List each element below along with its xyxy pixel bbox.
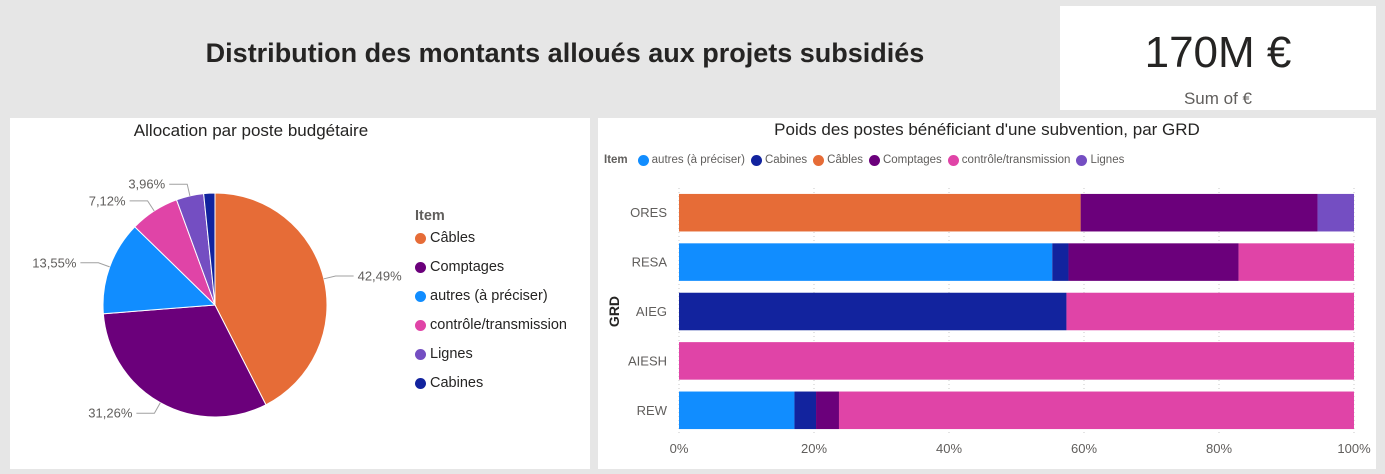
pie-legend-title: Item xyxy=(415,208,445,224)
pie-slice-cabines[interactable] xyxy=(203,192,216,306)
bar-legend-title: Item xyxy=(604,154,628,166)
pie-data-label-lignes: 3,96% xyxy=(128,177,165,192)
x-tick-label: 80% xyxy=(1206,441,1232,456)
pie-chart-panel[interactable]: Allocation par poste budgétaire 42,49% 31… xyxy=(10,118,590,469)
pie-chart[interactable]: 42,49% 31,26% 13,55% 7,12%3,96% xyxy=(10,118,590,469)
x-tick-label: 40% xyxy=(936,441,962,456)
bar-legend-item-cables[interactable]: Câbles xyxy=(813,154,863,166)
y-tick-label: REW xyxy=(637,403,668,418)
legend-label: Comptages xyxy=(882,154,942,166)
bar-chart-panel[interactable]: Poids des postes bénéficiant d'une subve… xyxy=(598,118,1376,469)
legend-dot-icon xyxy=(750,154,762,166)
y-tick-label: AIESH xyxy=(628,353,667,368)
bar-legend-item-lignes[interactable]: Lignes xyxy=(1076,154,1124,166)
bar-segment-rew-autres-a-preciser[interactable] xyxy=(679,391,795,430)
legend-dot-icon xyxy=(868,154,880,166)
y-axis-title: GRD xyxy=(606,296,622,327)
pie-leader-comptages xyxy=(136,402,161,414)
pie-legend-item-cables[interactable]: Câbles xyxy=(415,230,567,259)
pie-data-label-autres-a-preciser: 13,55% xyxy=(32,255,77,270)
kpi-card[interactable]: 170M € Sum of € xyxy=(1060,6,1376,110)
legend-label: Lignes xyxy=(1090,154,1125,166)
bar-segment-rew-controle-transmission[interactable] xyxy=(838,391,1354,430)
x-tick-label: 100% xyxy=(1337,441,1371,456)
x-tick-label: 20% xyxy=(801,441,827,456)
pie-data-label-comptages: 31,26% xyxy=(88,406,133,421)
bar-legend-item-comptages[interactable]: Comptages xyxy=(868,154,942,166)
bar-segment-rew-cabines[interactable] xyxy=(794,391,817,430)
pie-legend-item-controle-transmission[interactable]: contrôle/transmission xyxy=(415,317,567,346)
pie-leader-lignes xyxy=(169,183,191,197)
y-tick-label: ORES xyxy=(630,205,667,220)
bar-legend-item-autres-a-preciser[interactable]: autres (à préciser) xyxy=(637,154,745,166)
legend-dot-icon xyxy=(415,291,426,302)
legend-dot-icon xyxy=(813,154,825,166)
pie-legend-item-comptages[interactable]: Comptages xyxy=(415,259,567,288)
legend-dot-icon xyxy=(415,262,426,273)
bar-chart[interactable]: 0% 20% 40% 60% 80% 100% ORES RESA AIEG AIESH REW GR… xyxy=(598,118,1376,469)
pie-legend: Item Câbles Comptages autres (à préciser) c… xyxy=(415,208,567,404)
bar-legend: Item autres (à préciser) Cabines Câbles Com… xyxy=(604,154,1130,166)
y-tick-label: AIEG xyxy=(636,304,667,319)
bar-segment-resa-cabines[interactable] xyxy=(1052,243,1069,281)
x-tick-label: 0% xyxy=(670,441,689,456)
legend-label: contrôle/transmission xyxy=(961,154,1071,166)
bar-segment-rew-comptages[interactable] xyxy=(816,391,839,430)
pie-leader-cables xyxy=(323,275,354,280)
legend-dot-icon xyxy=(415,349,426,360)
pie-slice-cables[interactable] xyxy=(214,192,328,406)
y-tick-label: RESA xyxy=(632,255,668,270)
legend-label: Cabines xyxy=(430,375,484,391)
kpi-label: Sum of € xyxy=(1183,89,1253,108)
bar-legend-item-cabines[interactable]: Cabines xyxy=(750,154,808,166)
bar-segment-aieg-controle-transmission[interactable] xyxy=(1066,292,1354,331)
bar-legend-item-controle-transmission[interactable]: contrôle/transmission xyxy=(947,154,1071,166)
bar-segment-resa-controle-transmission[interactable] xyxy=(1238,243,1354,281)
pie-slice-comptages[interactable] xyxy=(102,304,267,418)
bar-segment-aiesh-controle-transmission[interactable] xyxy=(679,342,1354,380)
pie-data-label-controle-transmission: 7,12% xyxy=(89,193,126,208)
bar-segment-aieg-cabines[interactable] xyxy=(679,292,1067,331)
pie-data-label-cables: 42,49% xyxy=(358,269,403,284)
legend-label: contrôle/transmission xyxy=(430,317,567,333)
bar-chart-title: Poids des postes bénéficiant d'une subve… xyxy=(774,120,1200,139)
legend-label: Câbles xyxy=(827,154,863,166)
bar-segment-ores-cables[interactable] xyxy=(679,193,1081,232)
bar-segment-ores-comptages[interactable] xyxy=(1080,193,1318,232)
legend-label: autres (à préciser) xyxy=(430,288,548,304)
bar-segment-ores-lignes[interactable] xyxy=(1317,193,1354,232)
x-tick-label: 60% xyxy=(1071,441,1097,456)
page-title: Distribution des montants alloués aux pr… xyxy=(205,38,925,68)
legend-dot-icon xyxy=(947,154,959,166)
legend-dot-icon xyxy=(415,378,426,389)
legend-label: Cabines xyxy=(764,154,808,166)
legend-label: Lignes xyxy=(430,346,473,362)
legend-dot-icon xyxy=(637,154,649,166)
pie-slice-autres-a-preciser[interactable] xyxy=(102,226,217,315)
pie-leader-controle-transmission xyxy=(129,200,155,212)
pie-legend-item-autres-a-preciser[interactable]: autres (à préciser) xyxy=(415,288,567,317)
bar-segment-resa-autres-a-preciser[interactable] xyxy=(679,243,1053,281)
legend-label: autres (à préciser) xyxy=(651,154,745,166)
pie-legend-item-cabines[interactable]: Cabines xyxy=(415,375,567,404)
bar-segment-resa-comptages[interactable] xyxy=(1068,243,1239,281)
pie-legend-item-lignes[interactable]: Lignes xyxy=(415,346,567,375)
pie-chart-title: Allocation par poste budgétaire xyxy=(133,121,369,140)
legend-dot-icon xyxy=(1076,154,1088,166)
legend-label: Comptages xyxy=(430,259,505,275)
legend-dot-icon xyxy=(415,233,426,244)
legend-label: Câbles xyxy=(430,230,476,246)
pie-leader-autres-a-preciser xyxy=(80,262,110,268)
legend-dot-icon xyxy=(415,320,426,331)
kpi-value: 170M € xyxy=(1144,28,1292,77)
